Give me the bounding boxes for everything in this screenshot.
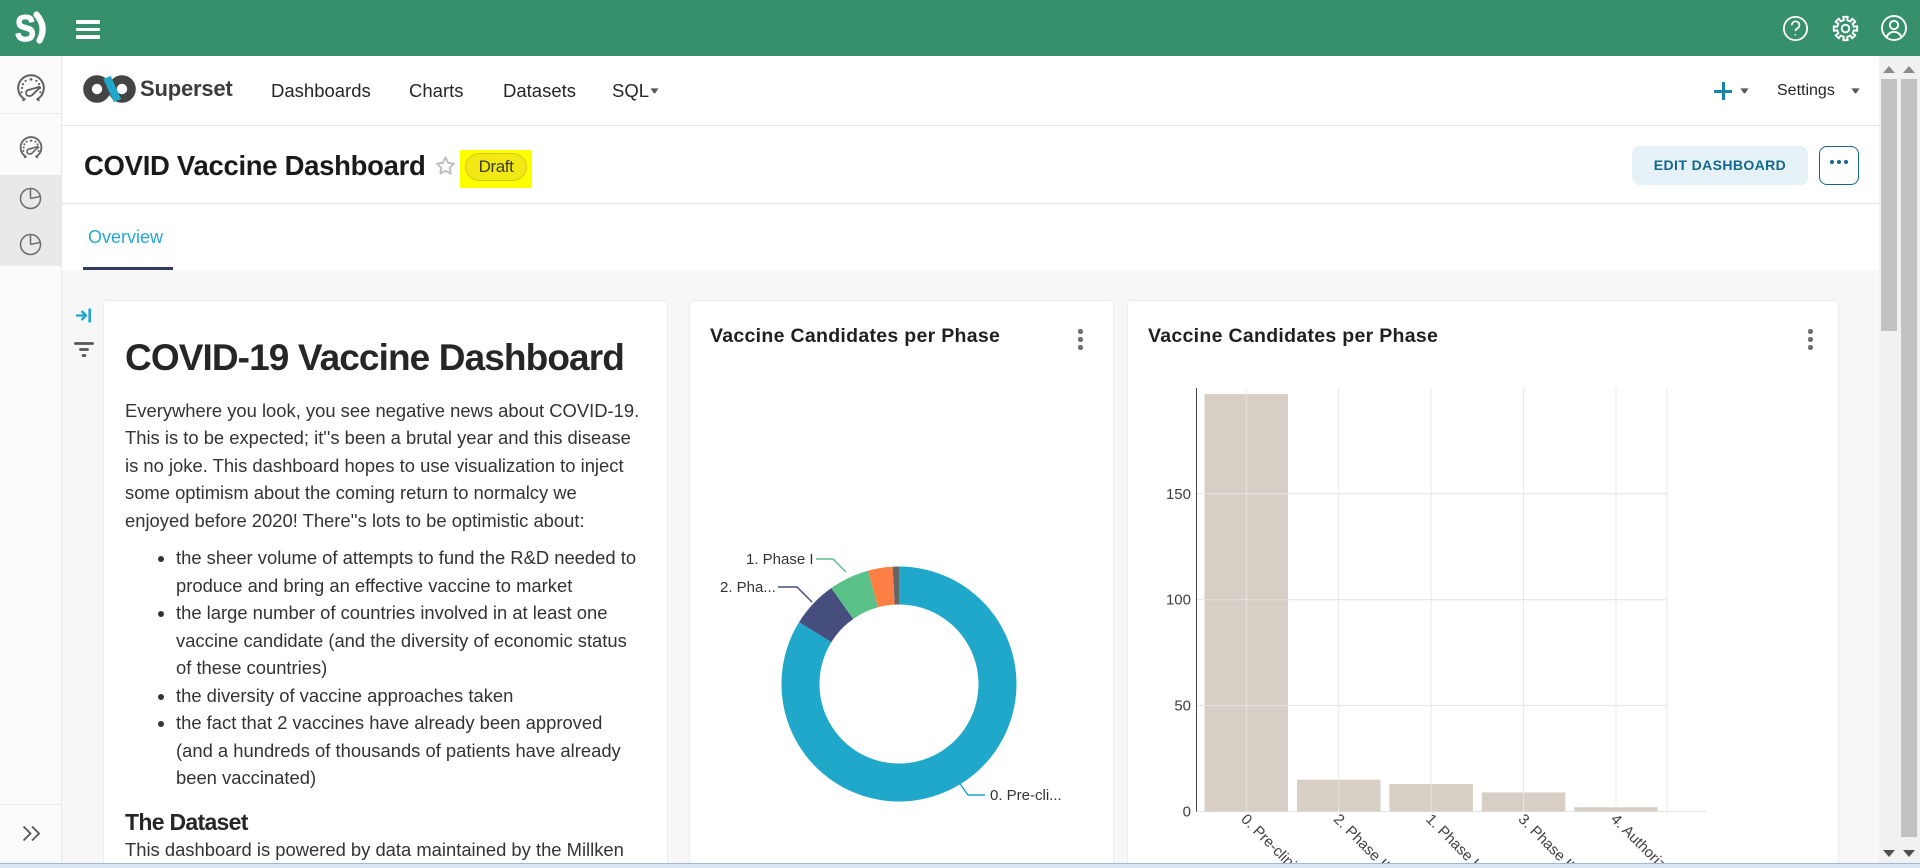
svg-text:2. Phase II: 2. Phase II — [1330, 811, 1393, 863]
svg-text:2. Pha...: 2. Pha... — [720, 579, 776, 596]
svg-text:150: 150 — [1166, 486, 1191, 503]
svg-text:0. Pre-clinical: 0. Pre-clinical — [1237, 811, 1313, 863]
svg-text:1. Phase I: 1. Phase I — [746, 551, 814, 568]
svg-text:50: 50 — [1174, 698, 1191, 715]
svg-text:100: 100 — [1166, 592, 1191, 609]
svg-text:3. Phase III: 3. Phase III — [1515, 811, 1581, 863]
svg-text:0: 0 — [1183, 804, 1191, 821]
svg-text:0. Pre-cli...: 0. Pre-cli... — [990, 787, 1062, 804]
svg-text:4. Authorized: 4. Authorized — [1607, 811, 1681, 863]
svg-text:1. Phase I: 1. Phase I — [1422, 811, 1482, 863]
